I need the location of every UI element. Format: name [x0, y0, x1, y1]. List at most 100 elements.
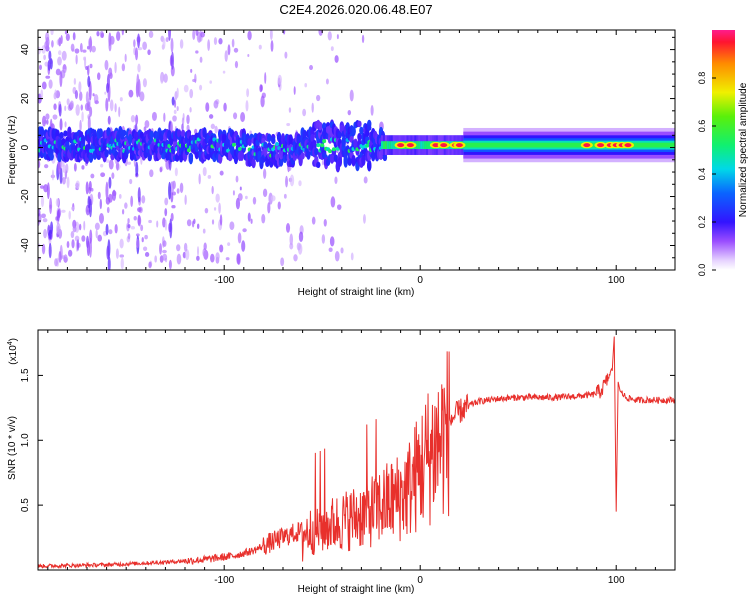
spectrogram-band-cell [188, 152, 194, 165]
spectrogram-speckle [144, 252, 150, 257]
spectrogram-speckle [38, 64, 42, 71]
spectrogram-speckle [311, 102, 314, 113]
spectrogram-speckle [293, 86, 296, 95]
spectrogram-speckle [327, 31, 332, 41]
spectrogram-speckle [200, 31, 205, 38]
spectrogram-band-cell [347, 157, 352, 166]
spectrogram-speckle [269, 30, 273, 41]
spectrogram-speckle [235, 175, 239, 183]
spectrogram-speckle [85, 65, 89, 70]
spectrogram-band-cell [351, 154, 356, 167]
spectrogram-band-cell [357, 120, 362, 128]
spectrogram-speckle [227, 44, 231, 56]
spectrogram-speckle [218, 202, 221, 214]
spectrogram-speckle [252, 196, 257, 205]
spectrogram-speckle [189, 107, 192, 113]
spectrogram-speckle [260, 95, 265, 108]
spectrogram-streak [59, 71, 63, 88]
spectrogram-speckle [104, 91, 107, 95]
spectrogram-speckle [203, 242, 207, 251]
spectrogram-speckle [75, 180, 80, 189]
spectrogram-speckle [218, 38, 223, 45]
spectrogram-speckle [163, 112, 166, 123]
spectrogram-frame [37, 29, 676, 271]
spectrogram-speckle [142, 41, 148, 51]
spectrogram-speckle [73, 162, 77, 172]
spectrogram-speckle [142, 246, 148, 252]
spectrogram-speckle [363, 214, 366, 224]
spectrogram-streak [108, 176, 112, 189]
spectrogram-band-cell [314, 147, 319, 156]
spectrogram-speckle [163, 73, 168, 83]
spectrogram-streak [86, 240, 90, 257]
spectrogram-speckle [43, 54, 46, 61]
spectrogram-speckle [283, 193, 287, 199]
spectrogram-speckle [213, 37, 218, 46]
spectrogram-speckle [109, 99, 114, 112]
spectrogram-streak [89, 36, 93, 53]
spectrogram-speckle [154, 255, 158, 263]
spectrogram-streak [136, 238, 140, 249]
spectrogram-band-cell [251, 158, 256, 169]
spectrogram-band-cell [39, 126, 45, 138]
spectrogram-speckle [264, 72, 267, 84]
spectrogram-speckle [162, 253, 168, 261]
spectrogram-speckle [121, 208, 125, 215]
spectrogram-speckle [199, 84, 203, 91]
spectrogram-speckle [258, 44, 262, 50]
spectrogram-speckle [176, 253, 182, 265]
colorbar-label: Normalized spectral amplitude [738, 82, 749, 217]
spectrogram-speckle [213, 100, 219, 109]
spectrogram-speckle [124, 53, 127, 63]
spectrogram-speckle [270, 195, 276, 202]
spectrogram-streak [168, 259, 172, 270]
spectrogram-band-peak [237, 146, 242, 151]
spectrogram-speckle [176, 244, 181, 252]
spectrogram-speckle [184, 194, 187, 206]
spectrogram-speckle [142, 78, 147, 88]
spectrogram-band-cell [49, 152, 54, 161]
snr-y-tick-label: 0.5 [20, 498, 31, 512]
spectrogram-speckle [56, 222, 61, 235]
spectrogram-streak [88, 198, 92, 218]
spectrogram-speckle [285, 175, 288, 188]
spectrogram-speckle [159, 243, 162, 255]
spectrogram-speckle [179, 182, 184, 194]
spectrogram-speckle [143, 126, 147, 132]
spectrogram-streak [48, 50, 52, 61]
spectrogram-band-layer [463, 142, 675, 148]
spectrogram-speckle [66, 176, 70, 189]
spectrogram-speckle [361, 34, 365, 44]
spectrogram-band-cell [343, 156, 348, 168]
spectrogram-speckle [46, 119, 49, 125]
spectrogram-streak [58, 103, 62, 117]
spectrogram-band-cell [367, 124, 372, 131]
spectrogram-speckle [179, 39, 184, 49]
spectrogram-band-peak [275, 142, 280, 147]
spectrogram-speckle [95, 229, 98, 239]
spectrogram-streak [58, 251, 62, 263]
spectrogram-band-peak [365, 143, 370, 148]
spectrogram-speckle [55, 198, 59, 207]
spectrogram-speckle [83, 220, 86, 231]
spectrogram-speckle [127, 218, 130, 224]
spectrogram-speckle [185, 249, 190, 261]
spectrogram-speckle [45, 75, 51, 79]
spectrogram-speckle [214, 125, 218, 134]
spectrogram-speckle [66, 241, 70, 249]
spectrogram-streak [58, 37, 62, 47]
spectrogram-band-peak [328, 149, 333, 154]
spectrogram-speckle [100, 32, 105, 38]
spectrogram-speckle [121, 30, 125, 36]
spectrogram-speckle [120, 257, 124, 270]
spectrogram-speckle [236, 253, 241, 266]
spectrogram-speckle [370, 105, 374, 116]
spectrogram-speckle [61, 209, 66, 213]
spectrogram-speckle [90, 173, 95, 179]
spectrogram-streak [137, 33, 141, 48]
spectrogram-speckle [262, 188, 268, 198]
spectrogram-streak [105, 97, 109, 112]
colorbar-tick-label: 0.0 [697, 264, 707, 277]
colorbar: 0.0 0.2 0.4 0.6 0.8 Normalized spectral ampl… [697, 30, 749, 276]
spectrogram-speckle [328, 247, 333, 253]
